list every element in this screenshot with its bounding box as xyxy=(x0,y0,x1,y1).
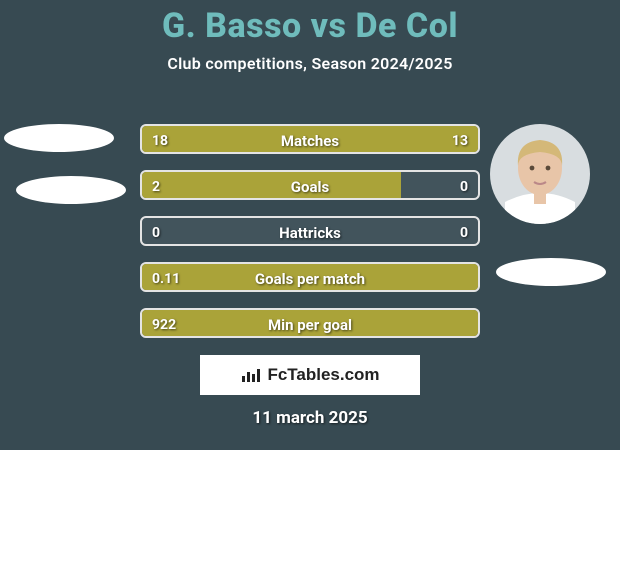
blank-lower-area xyxy=(0,450,620,580)
stat-row: 922Min per goal xyxy=(140,308,480,338)
stat-label: Hattricks xyxy=(142,218,478,246)
page-title: G. Basso vs De Col xyxy=(0,0,620,46)
brand-text: FcTables.com xyxy=(267,365,379,385)
player-right-team-badge-placeholder xyxy=(496,258,606,286)
date-label: 11 march 2025 xyxy=(0,408,620,428)
stat-label: Goals xyxy=(142,172,478,200)
player-left-avatar-placeholder-bottom xyxy=(16,176,126,204)
player-right-avatar xyxy=(490,124,590,224)
comparison-card: G. Basso vs De Col Club competitions, Se… xyxy=(0,0,620,450)
player-left-avatar-placeholder-top xyxy=(4,124,114,152)
stat-row: 00Hattricks xyxy=(140,216,480,246)
stat-row: 20Goals xyxy=(140,170,480,200)
bar-chart-icon xyxy=(240,366,262,384)
stat-label: Matches xyxy=(142,126,478,154)
stat-row: 1813Matches xyxy=(140,124,480,154)
stat-row: 0.11Goals per match xyxy=(140,262,480,292)
stat-label: Goals per match xyxy=(142,264,478,292)
avatar-face-icon xyxy=(490,124,590,224)
stat-label: Min per goal xyxy=(142,310,478,338)
stat-bars-container: 1813Matches 20Goals 00Hattricks 0.11Goals p… xyxy=(140,124,480,354)
subtitle: Club competitions, Season 2024/2025 xyxy=(0,54,620,73)
brand-badge: FcTables.com xyxy=(200,355,420,395)
